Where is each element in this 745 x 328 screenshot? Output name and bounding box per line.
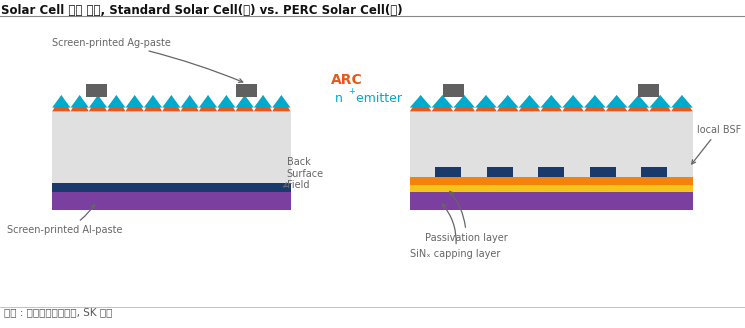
Bar bbox=[236, 84, 257, 97]
Text: Screen-printed Ag-paste: Screen-printed Ag-paste bbox=[52, 38, 243, 82]
Bar bbox=[435, 167, 461, 177]
Bar bbox=[86, 84, 107, 97]
Text: Solar Cell 단면 모습, Standard Solar Cell(좌) vs. PERC Solar Cell(우): Solar Cell 단면 모습, Standard Solar Cell(좌)… bbox=[1, 4, 403, 17]
Text: Back
Surface
Field: Back Surface Field bbox=[284, 157, 324, 191]
Text: +: + bbox=[348, 88, 355, 96]
Bar bbox=[410, 185, 693, 192]
Bar bbox=[538, 167, 565, 177]
Polygon shape bbox=[52, 95, 291, 108]
Bar bbox=[638, 84, 659, 97]
Text: local BSF: local BSF bbox=[691, 125, 741, 164]
Bar bbox=[52, 192, 291, 210]
Text: n: n bbox=[335, 92, 343, 105]
Bar bbox=[52, 183, 291, 192]
Bar bbox=[410, 177, 693, 185]
Polygon shape bbox=[410, 95, 693, 112]
Text: emitter: emitter bbox=[352, 92, 402, 105]
Bar bbox=[641, 167, 668, 177]
Bar bbox=[52, 112, 291, 183]
Bar bbox=[486, 167, 513, 177]
Bar bbox=[410, 112, 693, 177]
Text: 자료 : 레이크머티리얼즈, SK 증권: 자료 : 레이크머티리얼즈, SK 증권 bbox=[4, 308, 112, 318]
Text: Screen-printed Al-paste: Screen-printed Al-paste bbox=[7, 204, 123, 235]
Text: ARC: ARC bbox=[331, 73, 362, 87]
Bar bbox=[443, 84, 464, 97]
Bar bbox=[410, 192, 693, 210]
Bar bbox=[590, 167, 616, 177]
Text: SiNₓ capping layer: SiNₓ capping layer bbox=[410, 204, 500, 259]
Polygon shape bbox=[410, 95, 693, 108]
Text: Passivation layer: Passivation layer bbox=[425, 192, 507, 243]
Polygon shape bbox=[52, 95, 291, 112]
